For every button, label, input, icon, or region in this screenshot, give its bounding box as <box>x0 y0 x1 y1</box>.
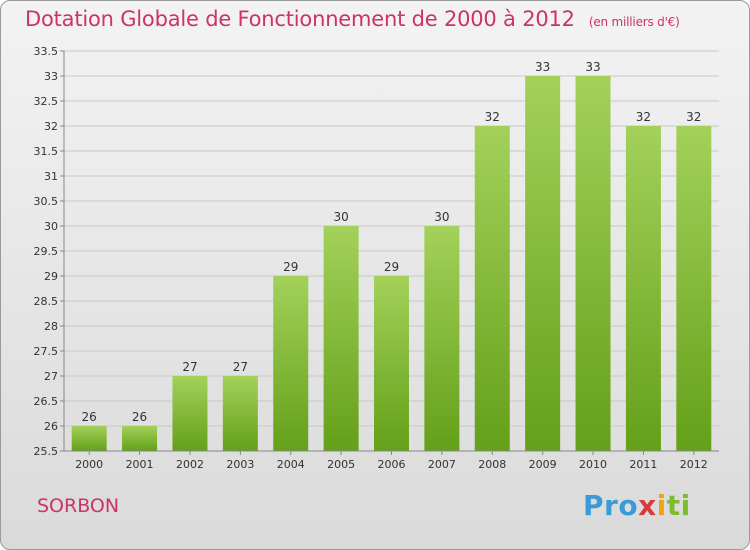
y-tick-label: 33 <box>44 70 58 83</box>
logo-part-4: ti <box>666 489 691 522</box>
x-tick-label: 2006 <box>378 458 406 471</box>
x-tick-label: 2007 <box>428 458 456 471</box>
x-tick-label: 2010 <box>579 458 607 471</box>
proxiti-logo[interactable]: Proxiti <box>583 489 691 522</box>
bar-value-label: 29 <box>384 260 399 274</box>
y-tick-label: 28.5 <box>34 295 59 308</box>
chart-title-block: Dotation Globale de Fonctionnement de 20… <box>25 7 680 31</box>
x-tick-label: 2003 <box>226 458 254 471</box>
bar <box>172 376 208 451</box>
bar-value-label: 30 <box>434 210 449 224</box>
bar-value-label: 30 <box>333 210 348 224</box>
x-tick-label: 2011 <box>629 458 657 471</box>
x-tick-label: 2009 <box>529 458 557 471</box>
bars: 26 26 27 27 29 30 29 30 32 33 33 32 32 <box>71 60 712 451</box>
y-tick-label: 25.5 <box>34 445 59 458</box>
bar <box>575 76 611 451</box>
y-tick-label: 33.5 <box>34 45 59 58</box>
logo-part-3: i <box>656 489 667 522</box>
y-tick-label: 26.5 <box>34 395 59 408</box>
y-tick-label: 27 <box>44 370 58 383</box>
y-tick-label: 28 <box>44 320 58 333</box>
bar <box>323 226 359 451</box>
bar <box>222 376 258 451</box>
y-tick-label: 29.5 <box>34 245 59 258</box>
bar-value-label: 32 <box>485 110 500 124</box>
y-tick-label: 30.5 <box>34 195 59 208</box>
bar <box>625 126 661 451</box>
commune-name: SORBON <box>37 495 120 517</box>
y-tick-label: 31.5 <box>34 145 59 158</box>
x-tick-label: 2002 <box>176 458 204 471</box>
x-tick-label: 2008 <box>478 458 506 471</box>
bar-value-label: 32 <box>686 110 701 124</box>
bar-value-label: 29 <box>283 260 298 274</box>
bar <box>122 426 158 451</box>
bar <box>374 276 409 451</box>
axes: 25.5 26 26.5 27 27.5 28 28.5 29 29.5 30 30.5 31 31.5… <box>34 45 719 471</box>
bar <box>71 426 107 451</box>
bar-value-label: 33 <box>535 60 550 74</box>
bar-value-label: 33 <box>585 60 600 74</box>
x-tick-label: 2005 <box>327 458 355 471</box>
logo-part-2: x <box>638 489 657 522</box>
x-tick-label: 2012 <box>680 458 708 471</box>
bar-value-label: 27 <box>182 360 197 374</box>
y-tick-label: 31 <box>44 170 58 183</box>
y-tick-label: 32 <box>44 120 58 133</box>
bar-value-label: 32 <box>636 110 651 124</box>
chart-subtitle: (en milliers d'€) <box>588 15 680 29</box>
bar <box>273 276 309 451</box>
y-tick-label: 30 <box>44 220 58 233</box>
logo-part-1: Pro <box>583 489 639 522</box>
y-tick-label: 27.5 <box>34 345 59 358</box>
y-tick-label: 32.5 <box>34 95 59 108</box>
bar-value-label: 26 <box>132 410 147 424</box>
y-tick-label: 26 <box>44 420 58 433</box>
chart-title: Dotation Globale de Fonctionnement de 20… <box>25 7 575 31</box>
y-tick-label: 29 <box>44 270 58 283</box>
bar <box>424 226 460 451</box>
bar-value-label: 27 <box>233 360 248 374</box>
bar <box>525 76 561 451</box>
x-tick-label: 2000 <box>75 458 103 471</box>
bar-value-label: 26 <box>82 410 97 424</box>
x-tick-label: 2004 <box>277 458 305 471</box>
bar <box>676 126 712 451</box>
x-tick-label: 2001 <box>126 458 154 471</box>
bar <box>474 126 510 451</box>
